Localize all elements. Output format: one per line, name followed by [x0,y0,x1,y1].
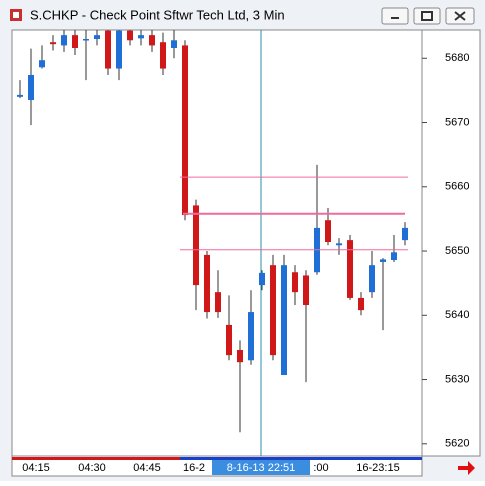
app-icon-inner [13,12,19,18]
y-tick-label: 5650 [445,245,469,257]
candle-body [94,35,100,39]
candle-body [72,35,78,48]
candle-body [303,275,309,306]
y-tick-label: 5620 [445,438,469,450]
candle-body [325,220,331,243]
candle-body [204,254,210,313]
y-tick-label: 5660 [445,181,469,193]
candle-body [226,324,232,356]
x-tick-label: 04:45 [133,462,161,474]
session-bar [180,457,422,460]
y-tick-label: 5680 [445,52,469,64]
candle-body [358,297,364,311]
window-title: S.CHKP - Check Point Sftwr Tech Ltd, 3 M… [30,7,285,22]
scroll-arrow[interactable] [458,461,475,475]
candle-body [259,272,265,286]
candle-body [380,259,386,262]
session-bar [12,457,180,460]
candle-body [160,42,166,69]
candle-body [17,94,23,97]
minimize-button[interactable] [381,7,409,25]
candle-body [149,35,155,46]
candle-body [215,292,221,313]
y-tick-label: 5640 [445,309,469,321]
candle-body [402,227,408,241]
candle-body [182,45,188,216]
candle-body [193,205,199,286]
candle-body [28,74,34,101]
candle-body [248,312,254,361]
candle-body [270,265,276,356]
x-tick-label: :00 [313,462,328,474]
x-tick-label: 04:30 [78,462,106,474]
candle-body [171,40,177,48]
candle-body [83,38,89,41]
price-axis [421,29,481,457]
y-tick-label: 5630 [445,373,469,385]
candle-body [281,265,287,376]
candle-body [50,42,56,45]
candle-body [369,265,375,293]
candle-body [39,60,45,68]
candle-body [127,30,133,41]
candle-body [237,349,243,363]
cursor-time-box [212,460,310,475]
candle-body [347,240,353,298]
close-button[interactable] [445,7,475,25]
candle-body [391,252,397,261]
x-tick-label: 04:15 [22,462,50,474]
candle-body [61,35,67,46]
candle-body [292,272,298,293]
candle-body [116,30,122,69]
x-tick-label: 16-2 [183,462,205,474]
candle-body [105,30,111,69]
x-tick-label: 8-16-13 22:51 [227,462,296,474]
x-tick-label: 16-23:15 [356,462,399,474]
y-tick-label: 5670 [445,116,469,128]
maximize-button[interactable] [413,7,441,25]
candle-body [336,243,342,246]
plot-area [11,29,423,457]
candles [17,30,408,433]
candle-body [138,35,144,39]
